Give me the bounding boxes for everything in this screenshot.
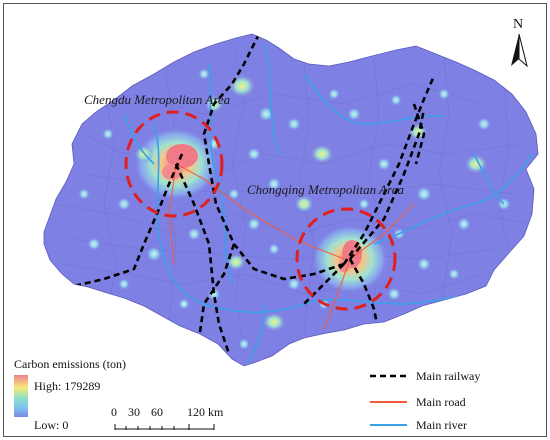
emissions-legend: Carbon emissions (ton) High: 179289 Low:… <box>14 357 126 432</box>
emissions-color-ramp <box>14 375 28 417</box>
north-label: N <box>513 17 523 32</box>
scale-tick-0: 0 <box>111 405 117 419</box>
emissions-low-label: Low: 0 <box>34 418 68 432</box>
river-legend-label: Main river <box>416 418 467 432</box>
railway-legend-label: Main railway <box>416 369 480 383</box>
scale-tick-120: 120 km <box>187 405 224 419</box>
scale-bar: 0 30 60 120 km <box>111 405 224 430</box>
north-arrow-icon: N <box>511 17 528 68</box>
emission-hotspots <box>53 34 535 365</box>
chengdu-metro-circle <box>124 110 224 218</box>
region-landmass <box>43 33 539 367</box>
chengdu-label: Chengdu Metropolitan Area <box>84 92 231 107</box>
emissions-high-label: High: 179289 <box>34 379 100 393</box>
road-legend-label: Main road <box>416 395 466 409</box>
road-network <box>168 163 415 330</box>
chongqing-metro-circle <box>295 207 397 311</box>
emissions-legend-title: Carbon emissions (ton) <box>14 357 126 371</box>
map-canvas: Chengdu Metropolitan Area Chongqing Metr… <box>14 17 539 432</box>
scale-tick-60: 60 <box>151 405 163 419</box>
line-legend: Main railway Main road Main river <box>370 369 480 432</box>
chongqing-label: Chongqing Metropolitan Area <box>247 182 404 197</box>
scale-tick-30: 30 <box>128 405 140 419</box>
railway-network <box>73 34 436 355</box>
map-frame: Chengdu Metropolitan Area Chongqing Metr… <box>3 3 547 437</box>
river-network <box>123 43 533 365</box>
